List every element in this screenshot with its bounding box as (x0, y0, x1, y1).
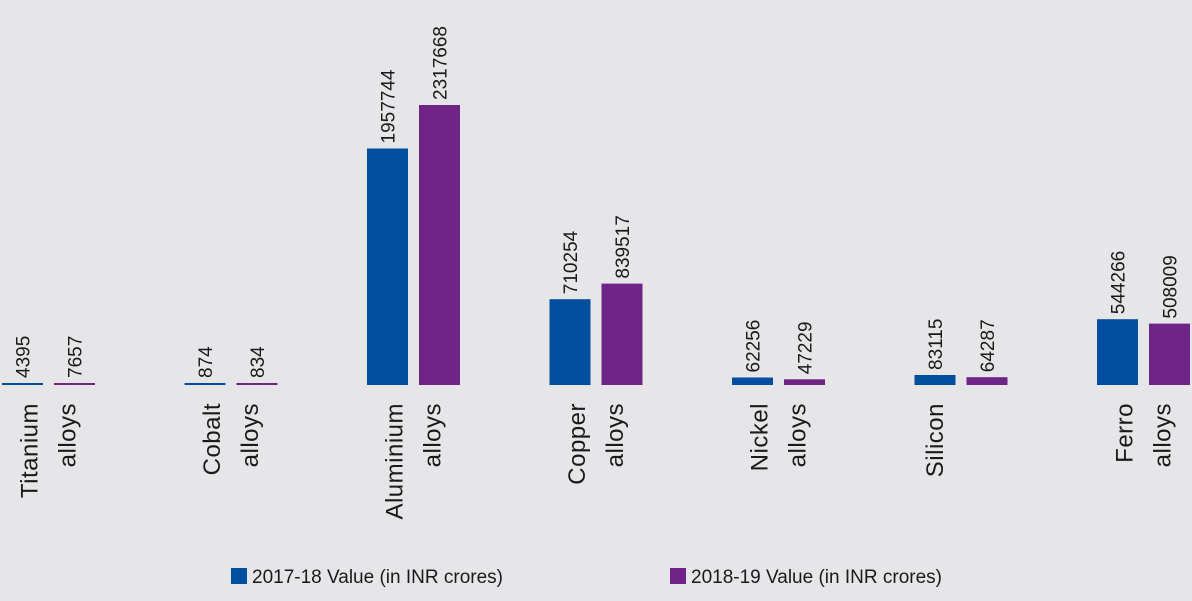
bar-ferro-alloys-series-2 (1149, 323, 1190, 385)
value-label: 7657 (66, 336, 87, 378)
category-label: Nickel (747, 403, 774, 471)
value-label: 4395 (14, 336, 35, 378)
legend-label: 2017-18 Value (in INR crores) (252, 567, 503, 588)
category-label: Silicon (922, 403, 949, 477)
category-label: Ferro (1112, 403, 1139, 463)
bar-ferro-alloys-series-1 (1097, 319, 1138, 385)
category-label: alloys (1150, 403, 1177, 467)
bar-silicon-series-2 (966, 377, 1008, 385)
bar-cobalt-alloys-series-1 (184, 383, 226, 385)
value-label: 47229 (796, 321, 817, 374)
value-label: 2317668 (431, 26, 452, 100)
category-label: alloys (237, 403, 264, 467)
value-label: 64287 (978, 319, 999, 372)
bar-cobalt-alloys-series-2 (236, 383, 278, 385)
bar-copper-alloys-series-2 (601, 283, 643, 385)
bar-titanium-alloys-series-2 (54, 383, 95, 385)
bar-silicon-series-1 (914, 375, 956, 385)
value-labels-group: 4395 7657 874 834 1957744 2317668 710254 839517… (14, 26, 1182, 378)
bars-group (2, 105, 1190, 385)
value-label: 710254 (561, 230, 582, 294)
category-label: alloys (785, 403, 812, 467)
legend-label: 2018-19 Value (in INR crores) (691, 567, 942, 588)
value-label: 508009 (1161, 255, 1182, 318)
value-label: 834 (248, 346, 269, 378)
value-label: 544266 (1109, 251, 1130, 314)
value-label: 839517 (613, 215, 634, 278)
value-label: 874 (196, 346, 217, 378)
bar-nickel-alloys-series-2 (784, 379, 825, 385)
category-label: Cobalt (199, 403, 226, 475)
legend: 2017-18 Value (in INR crores) 2018-19 Val… (231, 567, 942, 588)
value-label: 83115 (926, 319, 947, 370)
value-label: 62256 (744, 320, 765, 373)
value-label: 1957744 (379, 69, 400, 143)
bar-aluminium-alloys-series-2 (419, 105, 460, 385)
category-label: Titanium (17, 403, 44, 498)
category-label: alloys (55, 403, 82, 467)
bar-titanium-alloys-series-1 (2, 383, 43, 385)
category-labels-group: Titanium alloys Cobalt alloys Aluminium alloy… (17, 403, 1177, 520)
bar-aluminium-alloys-series-1 (367, 148, 408, 385)
category-label: alloys (602, 403, 629, 467)
category-label: Aluminium (382, 403, 409, 520)
bar-copper-alloys-series-1 (549, 299, 591, 385)
category-label: Copper (564, 403, 591, 485)
legend-swatch (670, 568, 686, 584)
category-label: alloys (420, 403, 447, 467)
legend-swatch (231, 568, 247, 584)
bar-nickel-alloys-series-1 (732, 377, 773, 385)
